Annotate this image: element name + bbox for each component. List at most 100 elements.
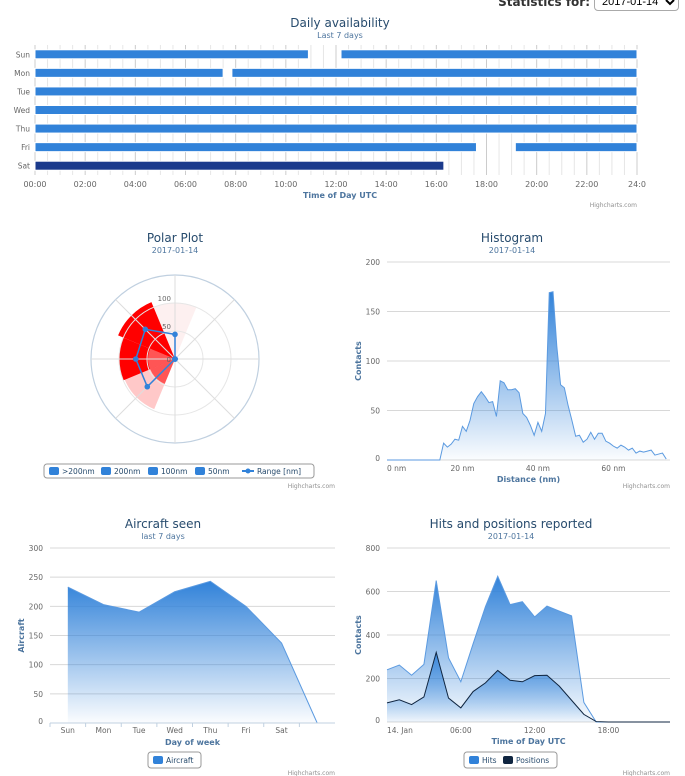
chart-title: Histogram [481, 231, 543, 245]
highcharts-credit: Highcharts.com [288, 483, 335, 490]
x-tick-label: Thu [202, 726, 217, 735]
date-select[interactable]: 2017-01-14 [594, 0, 679, 11]
availability-bar [34, 86, 638, 97]
chart-subtitle: Last 7 days [317, 31, 363, 40]
availability-bar [34, 105, 638, 115]
x-axis-title: Distance (nm) [497, 475, 560, 484]
legend-item: 100nm [161, 467, 187, 476]
y-tick-label: Fri [21, 143, 30, 152]
highcharts-credit: Highcharts.com [623, 483, 670, 490]
availability-bar [340, 49, 638, 60]
x-tick-label: 60 nm [601, 464, 625, 473]
legend-item: Positions [516, 756, 549, 765]
y-tick-label: 50 [370, 407, 380, 416]
polar-tick-label: 0 [167, 356, 171, 364]
highcharts-credit: Highcharts.com [288, 770, 335, 776]
x-tick-label: 02:00 [74, 180, 97, 189]
availability-bar [34, 123, 638, 134]
y-tick-label: 150 [366, 308, 381, 317]
chart-title: Hits and positions reported [430, 517, 593, 531]
legend-item: Hits [482, 756, 497, 765]
chart-subtitle: 2017-01-14 [489, 246, 536, 255]
y-tick-label: 0 [375, 454, 380, 463]
legend-symbol [153, 756, 163, 764]
y-tick-label: 600 [366, 588, 381, 597]
y-tick-label: 300 [29, 544, 44, 553]
x-tick-label: Sun [61, 726, 76, 735]
x-axis-title: Time of Day UTC [303, 191, 377, 200]
y-axis-title: Contacts [354, 341, 363, 381]
availability-bar [231, 67, 638, 78]
legend-item: 200nm [114, 467, 140, 476]
y-tick-label: 0 [375, 716, 380, 725]
histogram-area [387, 291, 667, 460]
x-tick-label: 12:00 [324, 180, 347, 189]
availability-bar [34, 49, 309, 60]
y-tick-label: Sat [18, 162, 30, 171]
legend-symbol [195, 467, 205, 475]
histogram-line [387, 291, 667, 461]
polar-spoke [174, 358, 235, 419]
range-point [172, 356, 178, 362]
x-tick-label: 14. Jan [387, 726, 413, 735]
y-tick-label: Sun [16, 50, 31, 59]
x-tick-label: 18:00 [598, 726, 620, 735]
x-tick-label: 16:00 [425, 180, 448, 189]
range-point [133, 356, 139, 362]
chart-title: Aircraft seen [125, 517, 201, 531]
x-tick-label: 06:00 [450, 726, 472, 735]
x-tick-label: 08:00 [224, 180, 247, 189]
y-tick-label: 100 [366, 357, 381, 366]
range-point [144, 383, 151, 390]
y-axis-title: Contacts [354, 615, 363, 655]
highcharts-credit: Highcharts.com [590, 202, 637, 209]
chart-subtitle: 2017-01-14 [488, 532, 535, 541]
legend-symbol [503, 756, 513, 764]
aircraft-area [67, 581, 318, 723]
x-tick-label: Wed [167, 726, 184, 735]
positions-area [387, 652, 670, 722]
y-tick-label: 200 [29, 602, 44, 611]
y-tick-label: 800 [366, 544, 381, 553]
positions-line [386, 650, 670, 723]
legend-symbol [101, 467, 111, 475]
y-tick-label: Wed [14, 106, 31, 115]
aircraft-legend [147, 751, 202, 769]
y-tick-label: 200 [366, 675, 381, 684]
statistics-label: Statistics for: [498, 0, 590, 9]
x-tick-label: 00:00 [23, 180, 46, 189]
availability-bar [34, 160, 445, 171]
polar-legend [43, 463, 315, 479]
x-axis-title: Day of week [165, 738, 221, 747]
y-tick-label: 0 [38, 717, 43, 726]
legend-item: Range [nm] [257, 467, 301, 476]
y-tick-label: 400 [366, 631, 381, 640]
y-tick-label: Thu [15, 125, 30, 134]
availability-bar [34, 67, 224, 78]
legend-symbol [148, 467, 158, 475]
legend-symbol [49, 467, 59, 475]
polar-tick-label: 100 [158, 295, 171, 303]
x-tick-label: 06:00 [174, 180, 197, 189]
x-tick-label: 18:00 [475, 180, 498, 189]
chart-title: Polar Plot [147, 231, 203, 245]
chart-subtitle: last 7 days [141, 532, 185, 541]
y-tick-label: 100 [29, 661, 44, 670]
legend-symbol [469, 756, 479, 764]
x-tick-label: 20:00 [525, 180, 548, 189]
legend-range-marker [245, 468, 251, 474]
x-tick-label: Tue [132, 726, 146, 735]
y-tick-label: Tue [16, 87, 30, 96]
x-tick-label: Mon [96, 726, 112, 735]
y-tick-label: Mon [14, 69, 30, 78]
x-tick-label: 14:00 [375, 180, 398, 189]
x-tick-label: 22:00 [575, 180, 598, 189]
legend-item: >200nm [62, 467, 95, 476]
x-tick-label: 24:0 [628, 180, 646, 189]
range-line [135, 328, 176, 389]
range-point [172, 331, 178, 338]
availability-bar [514, 142, 638, 153]
x-axis-title: Time of Day UTC [491, 737, 565, 746]
chart-title: Daily availability [290, 16, 389, 30]
